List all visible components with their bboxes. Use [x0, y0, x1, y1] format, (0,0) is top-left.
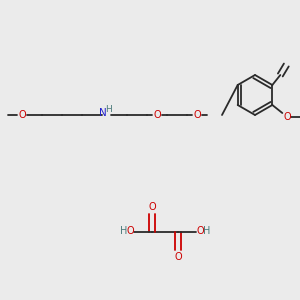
Text: O: O	[126, 226, 134, 236]
Text: N: N	[99, 108, 107, 118]
Text: O: O	[174, 252, 182, 262]
Text: O: O	[193, 110, 201, 120]
Text: O: O	[284, 112, 291, 122]
Text: H: H	[106, 106, 112, 115]
Text: O: O	[196, 226, 204, 236]
Text: O: O	[148, 202, 156, 212]
Text: O: O	[18, 110, 26, 120]
Text: H: H	[120, 226, 128, 236]
Text: H: H	[203, 226, 211, 236]
Text: O: O	[153, 110, 161, 120]
